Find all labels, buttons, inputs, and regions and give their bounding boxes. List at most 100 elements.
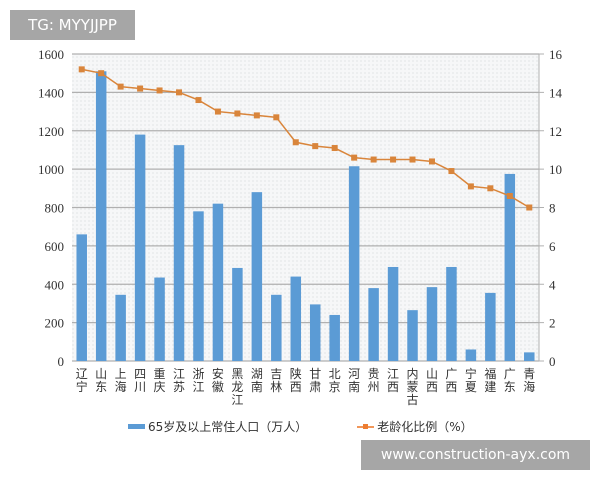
x-category-label: 甘 xyxy=(309,367,321,381)
x-category-label: 南 xyxy=(251,379,263,394)
x-category-label: 京 xyxy=(329,380,341,394)
line-marker xyxy=(98,70,105,77)
x-category-label: 徽 xyxy=(212,379,224,394)
line-marker xyxy=(351,154,358,161)
bar xyxy=(485,292,496,361)
x-category-label: 林 xyxy=(270,380,282,394)
y-left-tick: 600 xyxy=(45,239,65,254)
x-category-label: 上 xyxy=(115,367,127,381)
watermark-bottom: www.construction-ayx.com xyxy=(361,440,590,470)
line-marker xyxy=(292,139,299,146)
x-category-label: 福 xyxy=(484,366,496,381)
bar xyxy=(251,192,263,361)
bar xyxy=(95,71,107,362)
y-left-tick: 0 xyxy=(58,354,65,369)
y-right-tick: 4 xyxy=(549,277,556,292)
line-marker xyxy=(195,97,202,104)
bar xyxy=(309,304,321,361)
y-left-tick: 800 xyxy=(45,201,65,216)
x-category-label: 山 xyxy=(95,367,107,381)
y-left-tick: 1400 xyxy=(38,85,64,100)
x-category-label: 重 xyxy=(154,367,166,381)
bar xyxy=(290,276,302,361)
y-right-tick: 6 xyxy=(549,239,556,254)
line-marker xyxy=(390,156,397,163)
legend-bar-label: 65岁及以上常住人口（万人） xyxy=(148,420,308,434)
x-category-label: 江 xyxy=(231,393,243,407)
legend-item-bar: 65岁及以上常住人口（万人） xyxy=(128,418,307,435)
x-category-label: 四 xyxy=(134,367,146,381)
bar xyxy=(173,145,185,361)
y-axis-right: 0 2 4 6 8 10 12 14 16 xyxy=(538,47,563,369)
y-right-tick: 12 xyxy=(549,124,562,139)
x-category-label: 江 xyxy=(173,367,185,381)
x-category-label: 贵 xyxy=(368,367,380,381)
x-category-label: 北 xyxy=(329,367,341,381)
y-right-tick: 2 xyxy=(549,316,556,331)
y-right-tick: 8 xyxy=(549,201,556,216)
bar xyxy=(212,203,224,361)
y-right-tick: 10 xyxy=(549,162,562,177)
x-category-label: 辽 xyxy=(76,367,88,381)
line-series xyxy=(78,66,533,211)
x-category-label: 海 xyxy=(523,379,535,394)
line-marker xyxy=(370,156,377,163)
line-marker xyxy=(176,89,183,96)
x-category-label: 广 xyxy=(445,367,457,381)
line-marker xyxy=(428,158,435,165)
line-marker xyxy=(156,87,163,94)
line-marker xyxy=(448,168,455,175)
line-marker xyxy=(526,204,533,211)
x-category-label: 川 xyxy=(134,380,146,394)
x-category-label: 吉 xyxy=(270,367,282,381)
x-category-label: 宁 xyxy=(465,366,477,381)
x-category-label: 陕 xyxy=(290,366,302,381)
x-category-label: 西 xyxy=(445,380,457,394)
x-category-label: 浙 xyxy=(192,367,204,381)
x-category-label: 东 xyxy=(504,380,516,394)
line-marker xyxy=(253,112,260,119)
bar-series xyxy=(76,71,535,362)
x-category-label: 州 xyxy=(368,380,380,394)
x-category-label: 湖 xyxy=(251,366,263,381)
x-category-label: 古 xyxy=(407,392,419,407)
bar xyxy=(368,288,379,361)
watermark-top: TG: MYYJJPP xyxy=(10,10,135,40)
gridlines xyxy=(72,53,539,362)
bar xyxy=(193,211,204,361)
x-category-label: 庆 xyxy=(154,380,166,394)
x-category-label: 西 xyxy=(426,380,438,394)
x-category-label: 河 xyxy=(348,367,360,381)
x-category-label: 内 xyxy=(407,367,419,381)
bar xyxy=(465,349,477,361)
line-marker xyxy=(312,143,319,150)
y-left-tick: 200 xyxy=(45,316,65,331)
y-right-tick: 16 xyxy=(549,47,563,62)
x-category-label: 黑 xyxy=(231,367,243,381)
bar xyxy=(387,266,399,361)
x-category-label: 山 xyxy=(426,367,438,381)
legend: 65岁及以上常住人口（万人） 老龄化比例（%） xyxy=(128,418,473,435)
x-category-label: 东 xyxy=(95,380,107,394)
line-marker xyxy=(331,145,338,152)
x-category-label: 龙 xyxy=(231,380,243,394)
legend-item-line: 老龄化比例（%） xyxy=(357,418,473,435)
y-left-tick: 1600 xyxy=(38,47,64,62)
y-left-tick: 1200 xyxy=(38,124,64,139)
legend-line-label: 老龄化比例（%） xyxy=(377,420,473,434)
line-marker xyxy=(273,114,280,121)
x-category-label: 安 xyxy=(212,366,224,381)
line-marker xyxy=(214,108,221,115)
x-axis-categories: 辽宁山东上海四川重庆江苏浙江安徽黑龙江湖南吉林陕西甘肃北京河南贵州江西内蒙古山西… xyxy=(76,366,536,407)
x-category-label: 南 xyxy=(348,379,360,394)
x-category-label: 青 xyxy=(523,367,535,381)
bar xyxy=(329,314,340,361)
bar xyxy=(348,166,360,361)
x-category-label: 苏 xyxy=(173,380,185,394)
x-category-label: 广 xyxy=(504,367,516,381)
x-category-label: 江 xyxy=(192,380,204,394)
bar xyxy=(271,294,282,361)
bar xyxy=(154,277,165,361)
x-category-label: 西 xyxy=(387,380,399,394)
bar xyxy=(232,267,243,361)
